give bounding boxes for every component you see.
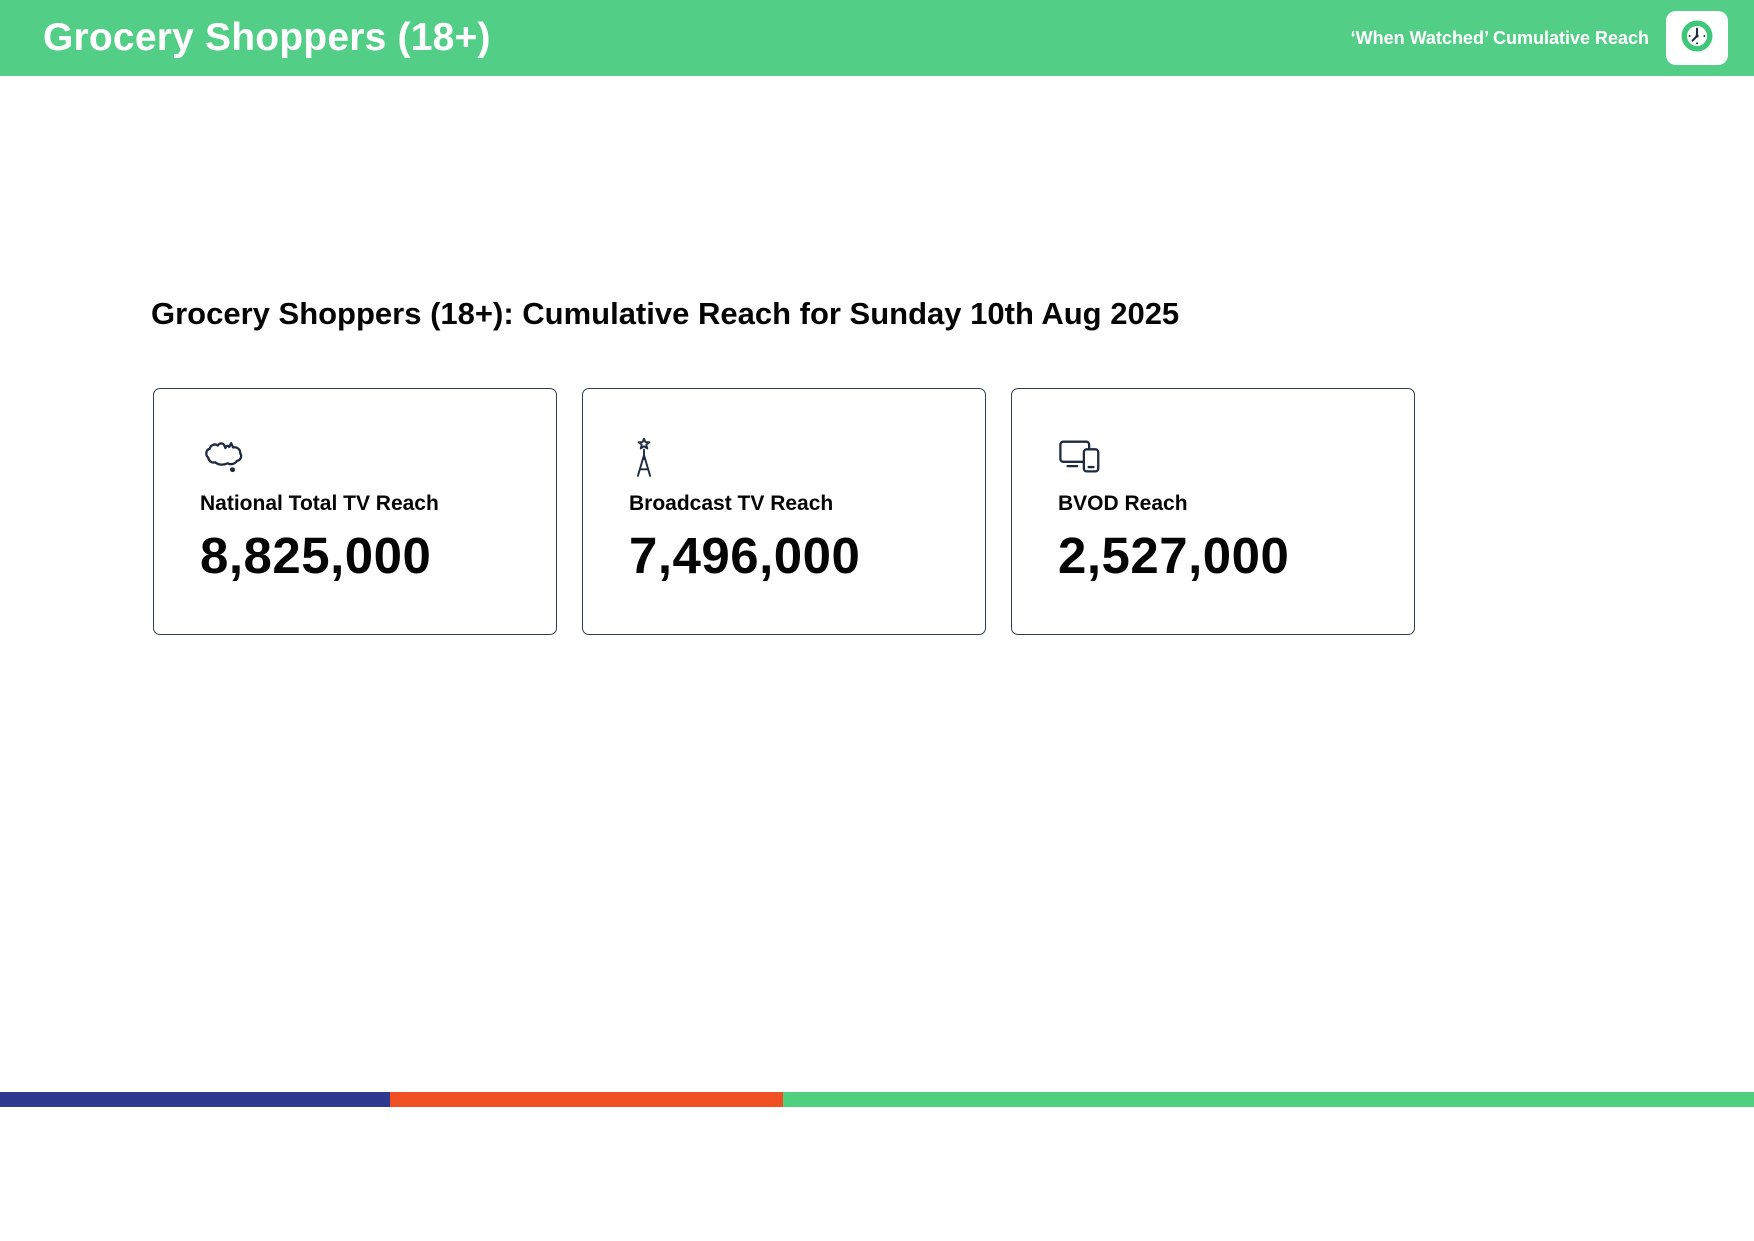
broadcast-tower-icon bbox=[629, 436, 965, 480]
timer-badge bbox=[1666, 11, 1728, 65]
card-value: 7,496,000 bbox=[629, 527, 861, 585]
footer-bar bbox=[0, 1092, 1754, 1107]
footer-segment-blue bbox=[0, 1092, 390, 1107]
reach-cards: National Total TV Reach 8,825,000 Broadc… bbox=[153, 388, 1415, 635]
card-label: National Total TV Reach bbox=[200, 492, 439, 515]
header-subtitle: ‘When Watched’ Cumulative Reach bbox=[1350, 27, 1649, 48]
card-label: Broadcast TV Reach bbox=[629, 492, 834, 515]
header-bar: Grocery Shoppers (18+) ‘When Watched’ Cu… bbox=[0, 0, 1754, 76]
footer-segment-green bbox=[782, 1092, 1754, 1107]
header-right-group: ‘When Watched’ Cumulative Reach bbox=[1351, 11, 1728, 65]
page-title: Grocery Shoppers (18+) bbox=[43, 16, 491, 59]
card-value: 2,527,000 bbox=[1058, 527, 1290, 585]
footer-segment-orange bbox=[389, 1092, 783, 1107]
card-national-total-tv-reach: National Total TV Reach 8,825,000 bbox=[153, 388, 557, 635]
report-heading: Grocery Shoppers (18+): Cumulative Reach… bbox=[151, 296, 1180, 331]
card-bvod-reach: BVOD Reach 2,527,000 bbox=[1011, 388, 1415, 635]
tv-devices-icon bbox=[1058, 436, 1394, 480]
australia-map-icon bbox=[200, 436, 536, 480]
card-broadcast-tv-reach: Broadcast TV Reach 7,496,000 bbox=[582, 388, 986, 635]
card-value: 8,825,000 bbox=[200, 527, 432, 585]
clock-icon bbox=[1678, 17, 1716, 60]
card-label: BVOD Reach bbox=[1058, 492, 1188, 515]
